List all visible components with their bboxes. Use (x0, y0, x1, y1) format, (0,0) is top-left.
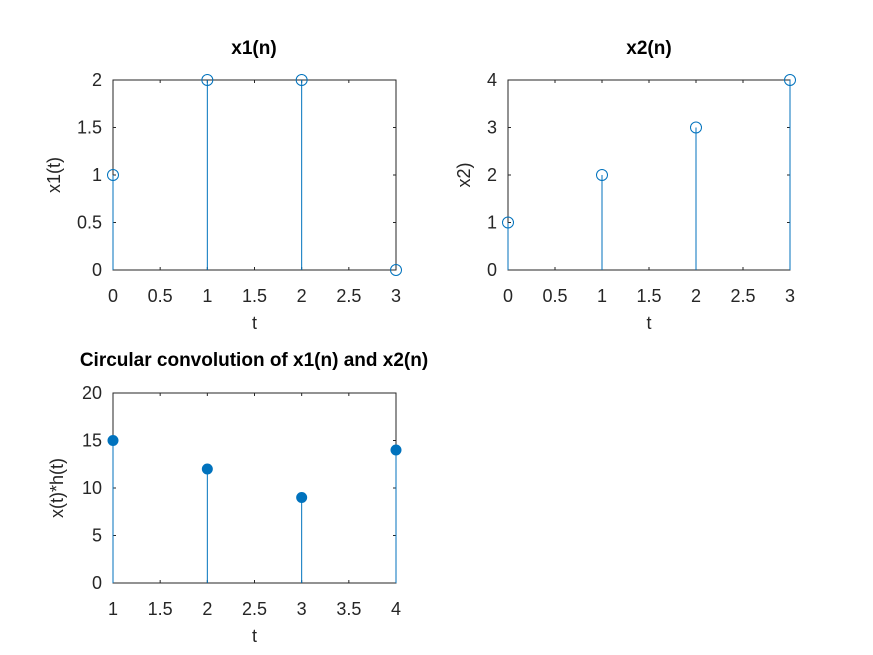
chart-title: Circular convolution of x1(n) and x2(n) (80, 350, 428, 371)
y-tick-label: 1 (92, 165, 102, 185)
x-tick-label: 1.5 (242, 286, 267, 306)
x-tick-label: 0 (503, 286, 513, 306)
x-tick-label: 2 (691, 286, 701, 306)
y-axis-label: x(t)*h(t) (47, 458, 67, 518)
x-tick-label: 3 (297, 599, 307, 619)
y-tick-label: 0 (92, 573, 102, 593)
y-tick-label: 2 (92, 70, 102, 90)
stem-marker (107, 169, 119, 181)
x-tick-label: 3 (785, 286, 795, 306)
y-axis-label: x1(t) (44, 157, 64, 193)
stem-marker (690, 121, 702, 134)
chart-title: x2(n) (626, 38, 671, 59)
stem-marker (107, 435, 119, 446)
x-tick-label: 2.5 (336, 286, 361, 306)
y-tick-label: 0 (487, 260, 497, 280)
plot-x1: x1(n) 0 0.5 1 1.5 2 2.5 3 0 0.5 1 1.5 2 t x1(t) (44, 38, 402, 333)
stem-marker (201, 74, 214, 86)
x-tick-label: 3.5 (336, 599, 361, 619)
x-tick-label: 2 (202, 599, 212, 619)
y-tick-label: 10 (82, 478, 102, 498)
plot-circular-convolution: Circular convolution of x1(n) and x2(n) 1… (47, 350, 428, 646)
stem-marker (201, 463, 213, 475)
stem-marker (390, 444, 402, 456)
axes-frame (507, 79, 791, 271)
y-tick-label: 20 (82, 383, 102, 403)
x-axis-label: t (252, 626, 257, 646)
axes-frame (112, 79, 397, 271)
y-tick-label: 15 (82, 431, 102, 451)
stem-marker (502, 216, 514, 229)
y-tick-label: 1.5 (77, 118, 102, 138)
x-tick-label: 2.5 (242, 599, 267, 619)
x-tick-label: 4 (391, 599, 401, 619)
x-tick-label: 2.5 (730, 286, 755, 306)
x-tick-label: 1 (108, 599, 118, 619)
stem-marker (390, 264, 402, 276)
x-tick-label: 1 (597, 286, 607, 306)
y-tick-label: 0 (92, 260, 102, 280)
stem-marker (295, 74, 308, 86)
x-tick-label: 1.5 (636, 286, 661, 306)
y-axis-label: x2) (454, 162, 474, 187)
axes-frame (112, 392, 397, 584)
x-axis-label: t (252, 313, 257, 333)
y-tick-label: 0.5 (77, 213, 102, 233)
x-tick-label: 2 (297, 286, 307, 306)
x-tick-label: 1.5 (148, 599, 173, 619)
chart-title: x1(n) (231, 38, 276, 59)
x-tick-label: 3 (391, 286, 401, 306)
x-axis-label: t (646, 313, 651, 333)
y-tick-label: 1 (487, 213, 497, 233)
x-tick-label: 1 (202, 286, 212, 306)
x-tick-label: 0.5 (148, 286, 173, 306)
y-tick-label: 3 (487, 118, 497, 138)
x-tick-label: 0 (108, 286, 118, 306)
stem-marker (596, 169, 608, 181)
x-tick-label: 0.5 (542, 286, 567, 306)
y-tick-label: 2 (487, 165, 497, 185)
stem-marker (784, 74, 796, 86)
y-tick-label: 5 (92, 526, 102, 546)
plot-x2: x2(n) 0 0.5 1 1.5 2 2.5 3 0 1 2 3 4 t x2) (454, 38, 796, 333)
y-tick-label: 4 (487, 70, 497, 90)
stem-marker (296, 492, 308, 503)
